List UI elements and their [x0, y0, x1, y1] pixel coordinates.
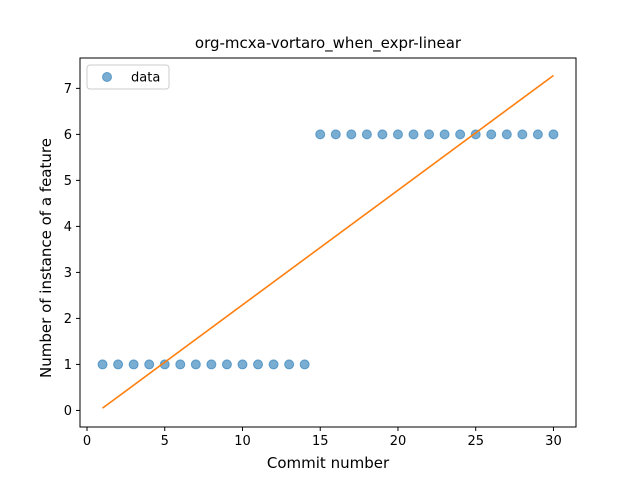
- data-point: [330, 129, 341, 140]
- legend: data: [86, 64, 170, 90]
- y-axis-label: Number of instance of a feature: [37, 138, 55, 378]
- plot-area: [97, 74, 559, 409]
- fit-line: [102, 74, 554, 409]
- data-point: [486, 129, 497, 140]
- data-point: [455, 129, 466, 140]
- data-point: [424, 129, 435, 140]
- x-tick-label: 20: [390, 434, 407, 449]
- data-point: [299, 359, 310, 370]
- data-point: [190, 359, 201, 370]
- y-tick-label: 7: [64, 82, 72, 97]
- data-point: [346, 129, 357, 140]
- data-point: [237, 359, 248, 370]
- data-point: [97, 359, 108, 370]
- data-point: [392, 129, 403, 140]
- data-point: [113, 359, 124, 370]
- axes-frame: [79, 57, 577, 428]
- y-tick-label: 6: [64, 128, 72, 143]
- data-point: [548, 129, 559, 140]
- x-tick-label: 25: [467, 434, 484, 449]
- data-point: [377, 129, 388, 140]
- axes: 0 5 10 15 20 25 30 0 1 2 3 4 5 6 7: [64, 57, 577, 449]
- data-point: [408, 129, 419, 140]
- y-tick-label: 1: [64, 358, 72, 373]
- x-tick-label: 0: [83, 434, 91, 449]
- data-point: [532, 129, 543, 140]
- x-tick-label: 30: [545, 434, 562, 449]
- data-point: [361, 129, 372, 140]
- data-point: [128, 359, 139, 370]
- data-point: [253, 359, 264, 370]
- data-point: [144, 359, 155, 370]
- data-point: [175, 359, 186, 370]
- legend-box: [86, 64, 170, 90]
- y-tick-label: 2: [64, 312, 72, 327]
- data-point: [221, 359, 232, 370]
- y-tick-label: 3: [64, 266, 72, 281]
- y-tick-label: 5: [64, 174, 72, 189]
- data-point: [439, 129, 450, 140]
- legend-marker: [102, 72, 112, 82]
- data-point: [517, 129, 528, 140]
- data-point: [268, 359, 279, 370]
- data-point: [206, 359, 217, 370]
- x-tick-label: 5: [161, 434, 169, 449]
- chart-title: org-mcxa-vortaro_when_expr-linear: [195, 34, 462, 53]
- x-axis-label: Commit number: [267, 454, 390, 472]
- data-point: [159, 359, 170, 370]
- data-point: [284, 359, 295, 370]
- y-tick-label: 0: [64, 404, 72, 419]
- x-tick-label: 15: [312, 434, 329, 449]
- data-point: [501, 129, 512, 140]
- x-tick-label: 10: [234, 434, 251, 449]
- legend-label: data: [131, 71, 160, 86]
- y-tick-label: 4: [64, 220, 72, 235]
- data-point: [315, 129, 326, 140]
